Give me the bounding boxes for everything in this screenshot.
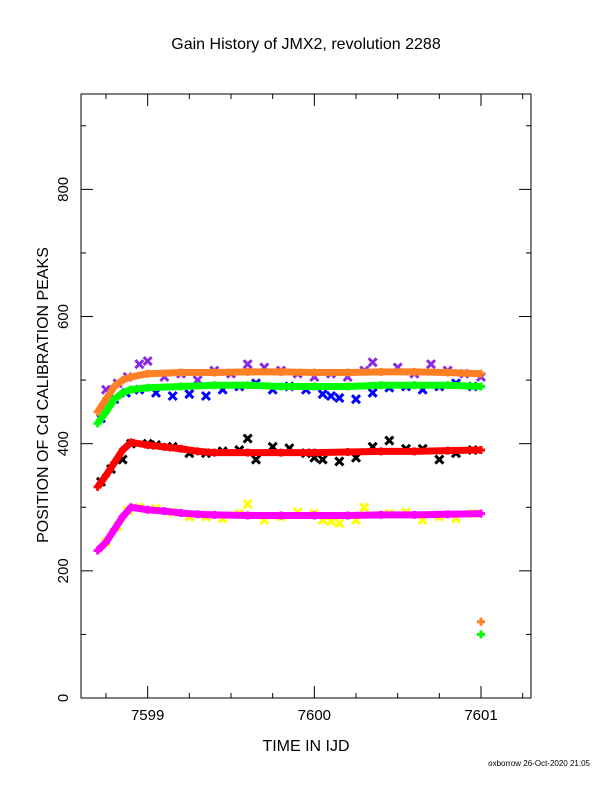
data-point [242,433,253,444]
data-point [317,454,328,465]
data-point [384,435,395,446]
series-6 [93,438,485,491]
data-point [367,357,378,368]
x-tick-label: 7599 [131,707,164,724]
series-4 [93,381,485,639]
y-tick-label: 0 [55,694,72,702]
data-point [200,390,212,402]
data-point [477,630,485,639]
plot-frame [80,93,532,699]
y-tick-label: 600 [55,304,72,329]
data-point [184,389,195,400]
data-point [477,617,485,626]
data-point [242,499,253,510]
data-point [142,355,153,367]
data-point [167,390,178,402]
series-3 [93,367,485,626]
y-tick-label: 200 [55,558,72,583]
data-point [434,454,445,465]
x-tick-label: 7601 [464,707,497,724]
data-point [425,359,437,370]
series-8 [93,503,485,555]
data-point [359,502,370,513]
x-axis-label: TIME IN IJD [262,738,350,755]
data-point [250,454,262,465]
data-marks [93,355,487,639]
series-7 [100,499,478,548]
series-band [94,438,482,489]
footer-credit: oxborrow 26-Oct-2020 21:05 [488,759,590,768]
chart-title: Gain History of JMX2, revolution 2288 [171,36,441,53]
x-tick-label: 7600 [298,707,331,724]
data-point [334,518,345,529]
data-point [367,387,378,398]
data-point [134,359,145,370]
y-tick-label: 800 [55,177,72,202]
data-point [334,392,345,403]
axes: 0 200 400 600 800 7599 7600 7601 [55,94,531,724]
data-point [334,456,345,467]
data-point [325,390,337,402]
series-band [94,381,482,426]
y-tick-label: 400 [55,431,72,456]
data-point [317,389,328,400]
data-point [242,359,253,370]
series-band [95,503,482,553]
data-point [350,394,362,405]
series-band [94,368,482,414]
